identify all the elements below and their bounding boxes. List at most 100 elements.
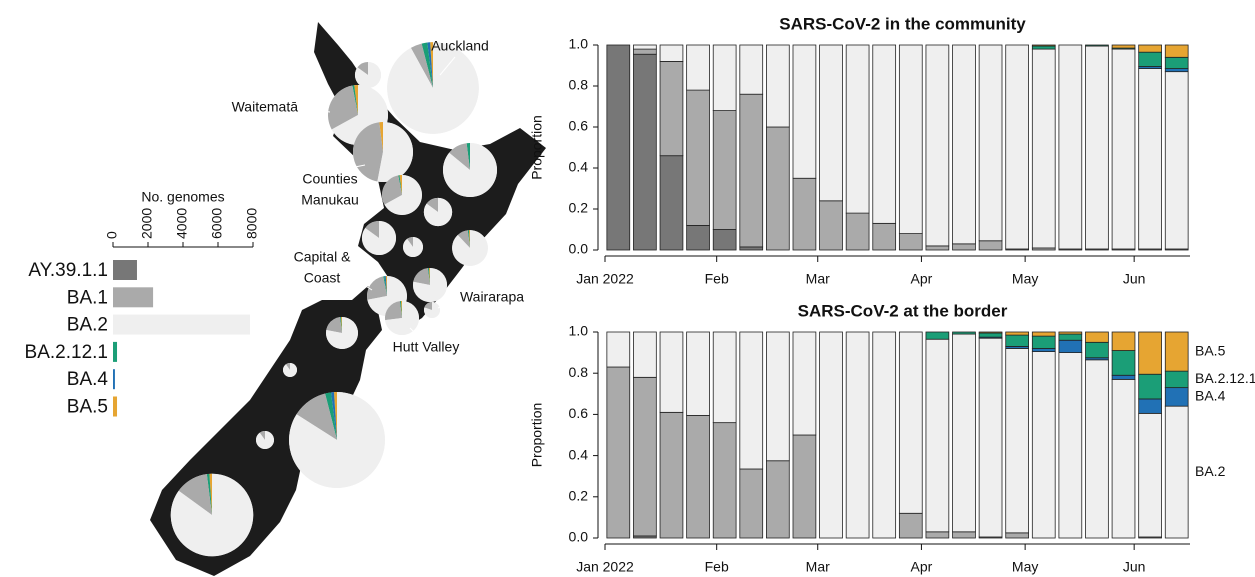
- bar-segment: [1085, 44, 1109, 47]
- bar-segment: [1058, 44, 1083, 250]
- y-axis-title: Proportion: [529, 403, 545, 468]
- bar-segment: [1005, 348, 1029, 534]
- x-tick-label: 8000: [244, 208, 260, 239]
- bar-segment: [952, 333, 976, 533]
- pie-wedge: [424, 302, 440, 318]
- bar-segment: [792, 331, 817, 436]
- bar-segment: [952, 44, 976, 245]
- x-tick-label: Jan 2022: [576, 271, 634, 287]
- bar-segment: [1005, 334, 1029, 347]
- y-tick-label: 0.6: [569, 405, 589, 421]
- pie-wedge: [170, 473, 254, 557]
- x-axis-title: No. genomes: [141, 189, 224, 205]
- y-tick-label: 0.0: [569, 529, 589, 545]
- pie-wedge: [423, 197, 453, 227]
- category-label: AY.39.1.1: [28, 260, 108, 281]
- bar-segment: [925, 245, 950, 251]
- category-label: BA.2.12.1: [25, 342, 108, 363]
- x-tick-label: Mar: [806, 559, 830, 575]
- bar-segment: [739, 468, 764, 539]
- pie-wedge: [325, 392, 337, 440]
- bar-segment: [925, 44, 950, 247]
- pie-wedge: [382, 175, 402, 205]
- pie-wedge: [467, 230, 470, 248]
- pie-wedge: [379, 122, 383, 152]
- pie-wedge: [296, 393, 337, 440]
- pie-wedge: [289, 392, 385, 488]
- chart-title: SARS-CoV-2 in the community: [779, 14, 1026, 33]
- bar-segment: [898, 233, 923, 251]
- bar-segment: [766, 460, 790, 539]
- bar-segment: [1111, 374, 1136, 380]
- bar-segment: [1058, 339, 1083, 353]
- bar-segment: [686, 89, 710, 226]
- bar: [113, 341, 118, 362]
- x-tick-label: 4000: [174, 208, 190, 239]
- pie-wedge: [442, 142, 498, 198]
- pie-wedge: [326, 317, 342, 333]
- y-tick-label: 0.6: [569, 118, 589, 134]
- pie-wedge: [427, 42, 433, 88]
- bar-segment: [952, 531, 976, 539]
- bar-segment: [845, 44, 870, 214]
- bar-segment: [792, 44, 817, 179]
- pie-wedge: [367, 276, 387, 300]
- pie-wedge: [412, 267, 448, 303]
- pie-wedge: [255, 431, 274, 450]
- bar-segment: [1138, 373, 1162, 400]
- bar: [113, 287, 154, 308]
- bar-segment: [712, 331, 737, 424]
- bar-segment: [872, 331, 897, 539]
- bar-segment: [633, 44, 657, 50]
- region-label: Auckland: [431, 38, 489, 54]
- bar-segment: [819, 200, 843, 251]
- bar-segment: [633, 376, 657, 537]
- bar-segment: [1058, 331, 1083, 335]
- pie-wedge: [340, 317, 342, 333]
- bar-segment: [792, 434, 817, 539]
- bar-segment: [898, 512, 923, 539]
- pie-wedge: [399, 175, 402, 195]
- bar: [113, 396, 118, 417]
- pie-wedge: [399, 301, 402, 318]
- y-tick-label: 0.2: [569, 200, 589, 216]
- y-tick-label: 1.0: [569, 323, 589, 339]
- bar-segment: [659, 61, 684, 157]
- bar-segment: [766, 331, 790, 462]
- bar-segment: [1138, 398, 1162, 414]
- pie-wedge: [328, 85, 358, 130]
- bar-segment: [952, 331, 976, 335]
- bar-segment: [1138, 51, 1162, 67]
- pie-wedge: [384, 301, 402, 321]
- bar-segment: [712, 44, 737, 111]
- bar-segment: [686, 224, 710, 251]
- bar-segment: [739, 246, 764, 251]
- pie-wedge: [400, 300, 402, 318]
- pie-wedge: [209, 473, 212, 515]
- y-tick-label: 0.2: [569, 488, 589, 504]
- series-label: BA.4: [1195, 388, 1226, 404]
- bar-segment: [978, 332, 1003, 338]
- pie-wedge: [283, 363, 298, 377]
- pie-wedge: [384, 276, 387, 296]
- leader-line: [344, 272, 373, 291]
- pie-wedge: [468, 230, 470, 248]
- region-label: Waitematā: [232, 99, 299, 115]
- bar-segment: [686, 44, 710, 91]
- bar-segment: [1085, 45, 1109, 250]
- bar-segment: [739, 44, 764, 95]
- bar-segment: [898, 331, 923, 514]
- pie-wedge: [384, 175, 423, 216]
- x-tick-label: Jun: [1123, 271, 1146, 287]
- category-label: BA.5: [67, 397, 108, 418]
- pie-wedge: [407, 237, 413, 247]
- bar-segment: [712, 110, 737, 230]
- pie-wedge: [402, 237, 424, 258]
- bar: [113, 260, 137, 280]
- y-tick-label: 0.8: [569, 77, 589, 93]
- pie-wedge: [361, 220, 397, 256]
- bar-segment: [712, 422, 737, 539]
- pie-wedge: [383, 276, 387, 296]
- x-tick-label: Mar: [806, 271, 830, 287]
